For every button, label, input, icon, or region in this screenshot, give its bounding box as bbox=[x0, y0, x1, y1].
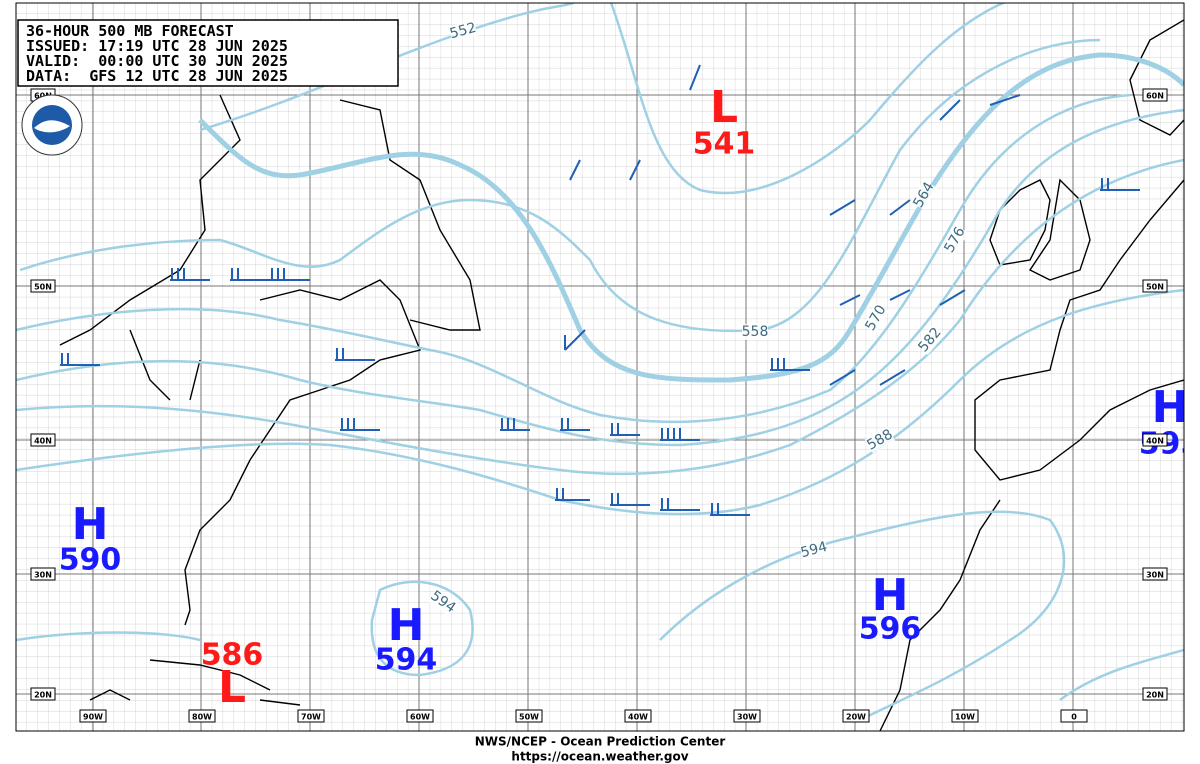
coastlines bbox=[59, 19, 1184, 731]
lat-label-box bbox=[1142, 279, 1168, 293]
center-value: 541 bbox=[693, 127, 756, 162]
contour-label: 558 bbox=[742, 324, 769, 340]
lat-label-box bbox=[30, 567, 56, 581]
lon-label: 90W bbox=[83, 713, 103, 722]
lat-label: 30N bbox=[34, 571, 52, 580]
center-letter: H bbox=[388, 600, 425, 651]
center-letter: L bbox=[218, 662, 246, 713]
contour-label-bg bbox=[862, 302, 890, 334]
header-line: VALID: 00:00 UTC 30 JUN 2025 bbox=[26, 52, 288, 70]
lon-label-box bbox=[406, 709, 434, 723]
lat-label-box bbox=[1142, 687, 1168, 701]
lon-label: 30W bbox=[737, 713, 757, 722]
contour-label-bg bbox=[799, 538, 829, 562]
lon-label-box bbox=[624, 709, 652, 723]
lon-label-box bbox=[188, 709, 216, 723]
contour-label: 552 bbox=[448, 20, 478, 42]
contour-label-bg bbox=[742, 324, 768, 340]
lon-label: 0 bbox=[1071, 713, 1077, 722]
contours bbox=[16, 3, 1184, 722]
lon-label: 50W bbox=[519, 713, 539, 722]
map-border bbox=[15, 2, 1185, 732]
lon-label-box bbox=[951, 709, 979, 723]
header-line: ISSUED: 17:19 UTC 28 JUN 2025 bbox=[26, 37, 288, 55]
lat-label: 40N bbox=[1146, 437, 1164, 446]
wind-barbs bbox=[60, 64, 1140, 516]
lon-label: 80W bbox=[192, 713, 212, 722]
contour-label: 594 bbox=[799, 539, 829, 561]
center-value: 586 bbox=[201, 638, 264, 673]
center-value: 590 bbox=[59, 543, 122, 578]
footer-org: NWS/NCEP - Ocean Prediction Center bbox=[475, 735, 726, 749]
center-letter: H bbox=[872, 570, 909, 621]
contour-label-bg bbox=[448, 19, 478, 43]
header-line: 36-HOUR 500 MB FORECAST bbox=[26, 22, 234, 40]
lat-label: 40N bbox=[34, 437, 52, 446]
lon-label: 60W bbox=[410, 713, 430, 722]
lat-label-box bbox=[30, 433, 56, 447]
lon-label-box bbox=[297, 709, 325, 723]
lon-label: 10W bbox=[955, 713, 975, 722]
lat-labels: 60N60N50N50N40N40N30N30N20N20N90W80W70W6… bbox=[30, 88, 1168, 723]
lon-label-box bbox=[842, 709, 870, 723]
lat-label-box bbox=[1142, 88, 1168, 102]
lat-label-box bbox=[1142, 433, 1168, 447]
header-line: DATA: GFS 12 UTC 28 JUN 2025 bbox=[26, 67, 288, 85]
center-value: 596 bbox=[859, 612, 922, 647]
lat-label: 60N bbox=[1146, 92, 1164, 101]
lon-label: 40W bbox=[628, 713, 648, 722]
contour-label-bg bbox=[864, 426, 896, 454]
footer-url: https://ocean.weather.gov bbox=[511, 750, 688, 764]
lon-label-box bbox=[515, 709, 543, 723]
contour-label-bg bbox=[427, 587, 459, 617]
lat-label-box bbox=[1142, 567, 1168, 581]
lat-label: 50N bbox=[1146, 283, 1164, 292]
center-letter: H bbox=[1152, 382, 1189, 433]
noaa-logo-bird bbox=[34, 120, 70, 133]
lat-label: 30N bbox=[1146, 571, 1164, 580]
lat-label: 50N bbox=[34, 283, 52, 292]
lon-label: 20W bbox=[846, 713, 866, 722]
contour-label-bg bbox=[910, 179, 938, 211]
lat-label-box bbox=[30, 687, 56, 701]
center-letter: H bbox=[72, 499, 109, 550]
center-letter: L bbox=[710, 82, 738, 133]
lat-label-box bbox=[30, 279, 56, 293]
contour-label-bg bbox=[915, 324, 945, 356]
lon-label-box bbox=[733, 709, 761, 723]
lat-label: 20N bbox=[1146, 691, 1164, 700]
fine-grid bbox=[16, 3, 1184, 731]
contour-label-bg bbox=[941, 224, 969, 256]
lon-label-box bbox=[1060, 709, 1088, 723]
lat-label: 20N bbox=[34, 691, 52, 700]
lon-label: 70W bbox=[301, 713, 321, 722]
lon-label-box bbox=[79, 709, 107, 723]
header-box bbox=[17, 19, 399, 87]
center-value: 594 bbox=[375, 643, 438, 678]
